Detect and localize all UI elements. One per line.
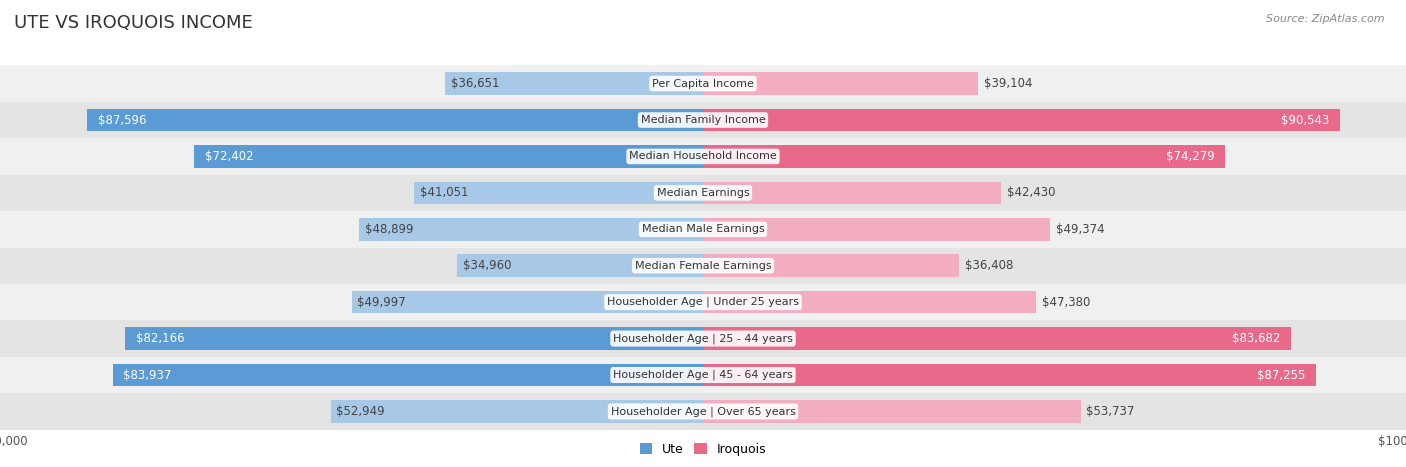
Text: Median Female Earnings: Median Female Earnings: [634, 261, 772, 271]
Bar: [0, 102, 1406, 138]
Text: Householder Age | 45 - 64 years: Householder Age | 45 - 64 years: [613, 370, 793, 380]
Bar: [0, 211, 1406, 248]
Text: $72,402: $72,402: [204, 150, 253, 163]
Text: $90,543: $90,543: [1281, 113, 1329, 127]
Text: $39,104: $39,104: [984, 77, 1032, 90]
Text: $83,937: $83,937: [124, 368, 172, 382]
Text: Median Family Income: Median Family Income: [641, 115, 765, 125]
Bar: [0, 284, 1406, 320]
Text: $52,949: $52,949: [336, 405, 385, 418]
Bar: [703, 218, 1050, 241]
Bar: [703, 109, 1340, 131]
Text: $42,430: $42,430: [1007, 186, 1056, 199]
Bar: [112, 364, 703, 386]
Bar: [0, 320, 1406, 357]
Text: $87,255: $87,255: [1257, 368, 1306, 382]
Bar: [0, 138, 1406, 175]
Text: $41,051: $41,051: [420, 186, 468, 199]
Text: Householder Age | 25 - 44 years: Householder Age | 25 - 44 years: [613, 333, 793, 344]
Text: $87,596: $87,596: [98, 113, 146, 127]
Text: $48,899: $48,899: [366, 223, 413, 236]
Text: Householder Age | Under 25 years: Householder Age | Under 25 years: [607, 297, 799, 307]
Bar: [0, 357, 1406, 393]
Text: $82,166: $82,166: [136, 332, 184, 345]
Text: $36,651: $36,651: [451, 77, 499, 90]
Text: Source: ZipAtlas.com: Source: ZipAtlas.com: [1267, 14, 1385, 24]
Text: $53,737: $53,737: [1087, 405, 1135, 418]
Bar: [415, 182, 703, 204]
Bar: [125, 327, 703, 350]
Bar: [0, 65, 1406, 102]
Bar: [446, 72, 703, 95]
Text: Per Capita Income: Per Capita Income: [652, 78, 754, 89]
Bar: [703, 291, 1036, 313]
Text: UTE VS IROQUOIS INCOME: UTE VS IROQUOIS INCOME: [14, 14, 253, 32]
Bar: [703, 145, 1225, 168]
Text: $47,380: $47,380: [1042, 296, 1090, 309]
Text: $49,374: $49,374: [1056, 223, 1104, 236]
Bar: [703, 72, 979, 95]
Bar: [703, 364, 1316, 386]
Text: $74,279: $74,279: [1166, 150, 1215, 163]
Text: $36,408: $36,408: [965, 259, 1012, 272]
Bar: [0, 175, 1406, 211]
Bar: [703, 327, 1291, 350]
Bar: [703, 255, 959, 277]
Bar: [360, 218, 703, 241]
Text: Householder Age | Over 65 years: Householder Age | Over 65 years: [610, 406, 796, 417]
Bar: [457, 255, 703, 277]
Text: $49,997: $49,997: [357, 296, 406, 309]
Text: Median Male Earnings: Median Male Earnings: [641, 224, 765, 234]
Text: $83,682: $83,682: [1233, 332, 1281, 345]
Bar: [87, 109, 703, 131]
Bar: [703, 182, 1001, 204]
Bar: [0, 248, 1406, 284]
Bar: [0, 393, 1406, 430]
Text: Median Earnings: Median Earnings: [657, 188, 749, 198]
Bar: [194, 145, 703, 168]
Text: Median Household Income: Median Household Income: [628, 151, 778, 162]
Legend: Ute, Iroquois: Ute, Iroquois: [636, 438, 770, 461]
Text: $34,960: $34,960: [463, 259, 512, 272]
Bar: [330, 400, 703, 423]
Bar: [352, 291, 703, 313]
Bar: [703, 400, 1081, 423]
